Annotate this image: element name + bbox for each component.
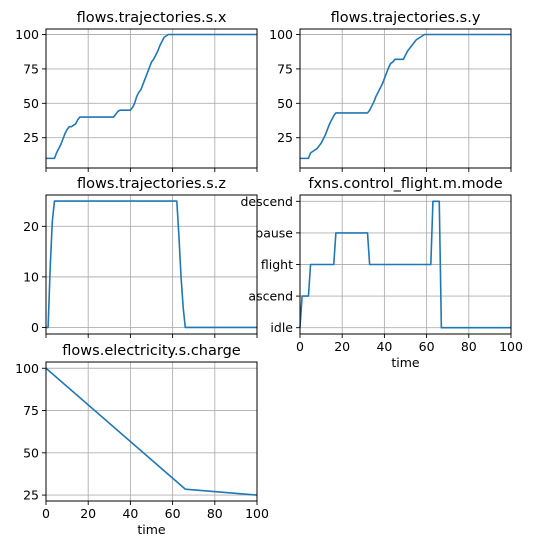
x-tick-label: 40 <box>122 506 138 521</box>
axes-frame <box>45 28 258 169</box>
x-axis-label: time <box>137 522 166 537</box>
subplot-title: flows.trajectories.s.y <box>331 10 481 26</box>
x-tick-label: 0 <box>42 506 50 521</box>
x-tick-label: 100 <box>499 339 523 354</box>
y-tick-label: 25 <box>277 130 293 145</box>
y-tick-label: 50 <box>277 96 293 111</box>
y-tick-label: 100 <box>269 27 293 42</box>
x-axis-label: time <box>391 355 420 370</box>
series-line <box>46 33 257 160</box>
y-tick-label: 25 <box>23 130 39 145</box>
series-line <box>300 33 511 160</box>
x-tick-label: 100 <box>245 506 269 521</box>
x-tick-label: 60 <box>165 506 181 521</box>
x-tick-label: 80 <box>461 339 477 354</box>
subplot-position-z: 0 10 20 flows.trajectories.s.z <box>23 176 258 338</box>
y-tick-label: idle <box>270 320 293 335</box>
y-tick-label: ascend <box>248 289 293 304</box>
subplot-position-x: 25 50 75 100 flows.trajectories.s.x <box>15 10 258 172</box>
y-tick-label: 10 <box>23 269 39 284</box>
subplot-flight-mode: 0 20 40 60 80 100 idle ascend flight pause descend… <box>240 176 523 370</box>
y-tick-label: 20 <box>23 219 39 234</box>
x-tick-label: 60 <box>419 339 435 354</box>
y-tick-label: 100 <box>15 27 39 42</box>
subplot-title: flows.trajectories.s.x <box>77 10 227 26</box>
subplot-title: flows.trajectories.s.z <box>77 176 226 192</box>
y-tick-label: 75 <box>277 61 293 76</box>
axes-frame <box>45 194 258 335</box>
y-tick-label: 0 <box>31 320 39 335</box>
subplot-battery-charge: 0 20 40 60 80 100 25 50 75 100 flows.electricity.s… <box>15 343 269 537</box>
y-tick-label: 50 <box>23 445 39 460</box>
y-tick-label: flight <box>261 257 293 272</box>
axes-frame <box>299 28 512 169</box>
x-tick-label: 20 <box>334 339 350 354</box>
series-line <box>299 200 511 329</box>
axes-frame <box>45 361 258 502</box>
x-tick-label: 20 <box>80 506 96 521</box>
x-tick-label: 80 <box>207 506 223 521</box>
y-tick-label: 50 <box>23 96 39 111</box>
series-line <box>46 200 257 329</box>
subplot-title: flows.electricity.s.charge <box>62 343 240 359</box>
subplot-position-y: 25 50 75 100 flows.trajectories.s.y <box>269 10 512 172</box>
x-tick-label: 0 <box>296 339 304 354</box>
series-line <box>45 367 258 496</box>
y-tick-label: 75 <box>23 403 39 418</box>
y-tick-label: descend <box>240 194 293 209</box>
y-tick-label: 25 <box>23 488 39 503</box>
y-tick-label: 75 <box>23 61 39 76</box>
y-tick-label: 100 <box>15 361 39 376</box>
subplot-title: fxns.control_flight.m.mode <box>308 176 502 192</box>
y-tick-label: pause <box>255 225 293 240</box>
x-tick-label: 40 <box>376 339 392 354</box>
